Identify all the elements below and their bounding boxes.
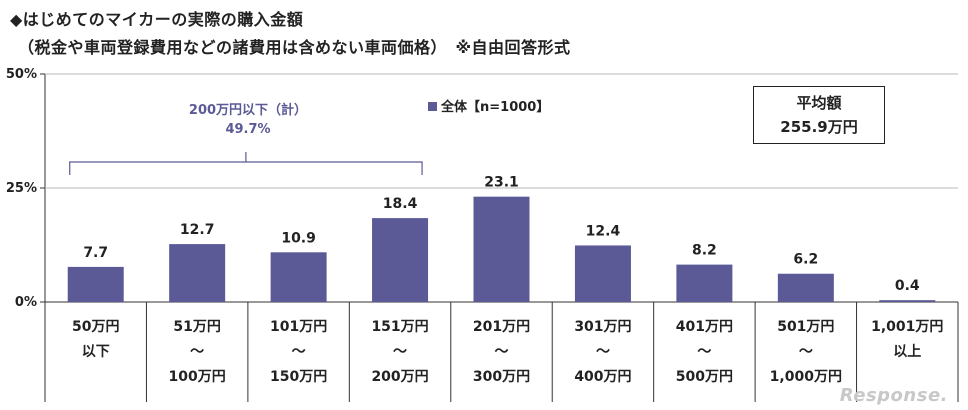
x-tick-label: ～: [697, 344, 711, 360]
x-tick-label: 300万円: [473, 369, 530, 385]
x-tick-label: 400万円: [574, 369, 631, 385]
bracket-line: [69, 161, 423, 175]
x-tick-label: 500万円: [676, 369, 733, 385]
average-box: 平均額 255.9万円: [753, 86, 885, 144]
bracket-label: 200万円以下（計）: [188, 103, 308, 118]
x-tick-label: ～: [190, 344, 204, 360]
x-tick-label: 1,001万円: [871, 319, 943, 335]
data-label: 12.4: [586, 223, 621, 239]
bar: [574, 245, 631, 302]
data-label: 0.4: [895, 278, 920, 294]
data-label: 6.2: [793, 252, 818, 268]
y-tick-label: 25%: [6, 181, 37, 196]
bracket-value: 49.7%: [225, 122, 271, 137]
x-tick-label: 301万円: [574, 319, 631, 335]
x-tick-label: ～: [495, 344, 509, 360]
x-tick-label: 401万円: [676, 319, 733, 335]
data-label: 18.4: [383, 196, 418, 212]
x-tick-label: 150万円: [270, 369, 327, 385]
bar: [67, 266, 124, 302]
data-label: 12.7: [180, 222, 215, 238]
watermark-logo: Response.: [839, 385, 948, 406]
bar: [879, 300, 936, 302]
average-value: 255.9万円: [780, 118, 858, 136]
legend-label: 全体【n=1000】: [441, 100, 550, 115]
data-label: 23.1: [484, 175, 519, 191]
x-tick-label: 100万円: [169, 369, 226, 385]
x-tick-label: 以上: [893, 344, 921, 360]
average-label: 平均額: [796, 94, 842, 112]
x-tick-label: 以下: [82, 344, 110, 360]
y-tick-label: 0%: [15, 295, 37, 310]
x-tick-label: 501万円: [777, 319, 834, 335]
data-label: 7.7: [83, 245, 108, 261]
legend: 全体【n=1000】: [428, 96, 549, 115]
x-tick-label: 101万円: [270, 319, 327, 335]
legend-swatch: [428, 102, 437, 111]
x-tick-label: 200万円: [371, 369, 428, 385]
bar: [473, 196, 530, 302]
data-label: 10.9: [281, 230, 316, 246]
data-label: 8.2: [692, 243, 717, 259]
chart-subtitle: （税金や車両登録費用などの諸費用は含めない車両価格） ※自由回答形式: [18, 38, 571, 57]
y-tick-label: 50%: [6, 67, 37, 82]
x-tick-label: ～: [799, 344, 813, 360]
bar: [676, 264, 733, 302]
x-tick-label: 201万円: [473, 319, 530, 335]
x-tick-label: 151万円: [371, 319, 428, 335]
x-tick-label: 1,000万円: [770, 369, 842, 385]
x-tick-label: 51万円: [173, 319, 220, 335]
bar: [372, 218, 429, 302]
x-tick-label: ～: [292, 344, 306, 360]
x-tick-label: 50万円: [72, 319, 119, 335]
x-tick-label: ～: [393, 344, 407, 360]
bar: [270, 252, 327, 302]
chart-title: ◆はじめてのマイカーの実際の購入金額: [10, 10, 304, 29]
bar: [169, 244, 226, 302]
x-tick-label: ～: [596, 344, 610, 360]
bar: [777, 273, 834, 302]
